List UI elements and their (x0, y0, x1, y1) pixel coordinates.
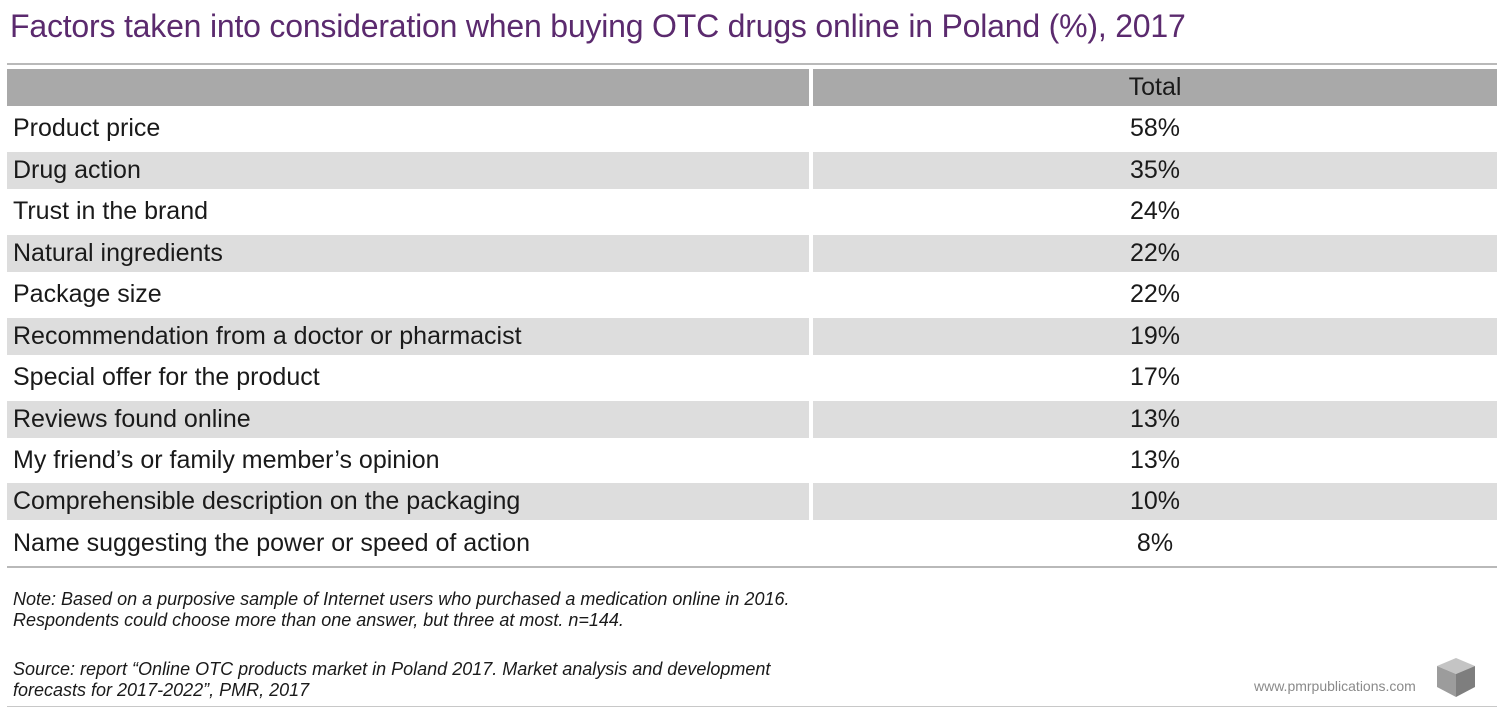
table-row: Recommendation from a doctor or pharmaci… (7, 317, 1497, 359)
table-header-row: Total (7, 69, 1497, 110)
source-text: Source: report “Online OTC products mark… (13, 659, 770, 701)
header-label-cell (7, 69, 809, 106)
row-value-cell: 24% (1129, 197, 1181, 226)
pmr-cube-icon (1437, 658, 1475, 697)
row-label-cell: Recommendation from a doctor or pharmaci… (7, 317, 809, 355)
row-label-cell: Package size (13, 280, 162, 309)
source-line: Source: report “Online OTC products mark… (13, 659, 771, 679)
row-label-cell: Name suggesting the power or speed of ac… (13, 528, 530, 557)
row-label-cell: Special offer for the product (13, 363, 320, 392)
row-label-cell: My friend’s or family member’s opinion (13, 445, 440, 474)
row-label-cell: Product price (13, 114, 161, 143)
table-row: Natural ingredients 22% (7, 234, 1497, 276)
row-value-cell: 13% (813, 400, 1497, 438)
row-value-cell: 8% (1136, 528, 1174, 557)
table-row: Comprehensible description on the packag… (7, 483, 1497, 524)
note-text: Note: Based on a purposive sample of Int… (13, 589, 789, 631)
row-value-cell: 10% (813, 483, 1497, 521)
row-label-cell: Comprehensible description on the packag… (7, 483, 809, 521)
cube-right-face (1456, 666, 1475, 697)
note-line: Note: Based on a purposive sample of Int… (13, 589, 790, 609)
data-table: Total Product price 58% Drug action 35% Trus… (7, 69, 1497, 566)
table-row: Drug action 35% (7, 151, 1497, 193)
row-value-cell: 58% (1129, 114, 1181, 143)
table-row: Reviews found online 13% (7, 400, 1497, 442)
source-line: forecasts for 2017-2022”, PMR, 2017 (13, 680, 310, 700)
row-label-cell: Trust in the brand (13, 197, 209, 226)
table-row: Trust in the brand 24% (7, 193, 1497, 234)
top-divider (7, 63, 1497, 65)
website-link[interactable]: www.pmrpublications.com (1254, 678, 1416, 694)
row-value-cell: 35% (813, 151, 1497, 189)
row-value-cell: 22% (1129, 280, 1181, 309)
chart-title: Factors taken into consideration when bu… (10, 8, 1186, 44)
header-total-cell: Total (813, 69, 1497, 106)
row-value-cell: 22% (813, 234, 1497, 272)
row-value-cell: 17% (1129, 363, 1181, 392)
table-row: Package size 22% (7, 276, 1497, 317)
bottom-divider (7, 566, 1497, 568)
footer-divider (7, 706, 1497, 707)
table-row: My friend’s or family member’s opinion 13… (7, 442, 1497, 483)
table-row: Special offer for the product 17% (7, 359, 1497, 400)
row-label-cell: Natural ingredients (7, 234, 809, 272)
row-label-cell: Reviews found online (7, 400, 809, 438)
table-row: Product price 58% (7, 110, 1497, 151)
row-label-cell: Drug action (7, 151, 809, 189)
note-line: Respondents could choose more than one a… (13, 610, 624, 630)
row-value-cell: 19% (813, 317, 1497, 355)
table-row: Name suggesting the power or speed of ac… (7, 525, 1497, 566)
cube-left-face (1437, 666, 1456, 697)
row-value-cell: 13% (1129, 445, 1181, 474)
